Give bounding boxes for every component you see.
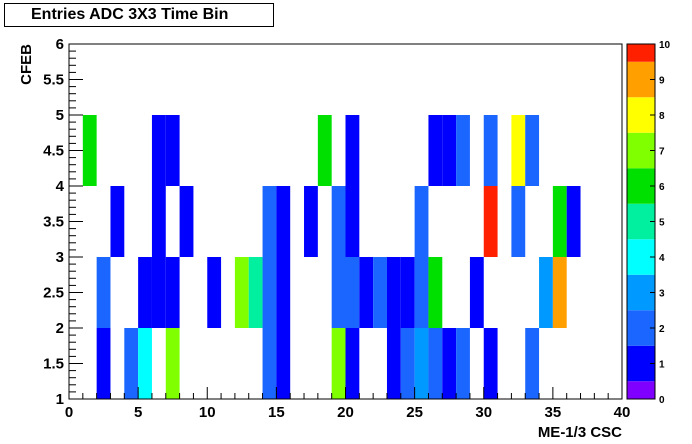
heatmap-cell	[428, 257, 443, 328]
heatmap-cell	[207, 257, 222, 328]
heatmap-cell	[262, 328, 277, 399]
heatmap-cell	[304, 186, 318, 257]
heatmap-cell	[138, 328, 152, 399]
colorbar-segment	[627, 44, 655, 62]
heatmap-cell	[442, 115, 457, 186]
x-tick-label: 25	[406, 404, 423, 421]
heatmap-cell	[276, 328, 291, 399]
heatmap-cell	[483, 328, 498, 399]
heatmap-cell	[276, 257, 291, 328]
heatmap-cell	[345, 257, 360, 328]
y-tick-label: 2	[56, 320, 64, 337]
heatmap-cell	[317, 115, 332, 186]
colorbar-tick-label: 3	[659, 289, 665, 300]
heatmap-cell	[414, 257, 429, 328]
y-tick-label: 1	[56, 391, 64, 408]
x-tick-label: 5	[134, 404, 142, 421]
colorbar-tick-label: 2	[659, 324, 665, 335]
heatmap-cell	[483, 115, 498, 186]
heatmap-cell	[151, 186, 166, 257]
heatmap-cell	[262, 257, 277, 328]
heatmap-cell	[511, 186, 526, 257]
heatmap-cell	[124, 328, 139, 399]
heatmap-cell	[179, 186, 194, 257]
heatmap-cell	[539, 257, 553, 328]
x-tick-label: 40	[614, 404, 631, 421]
colorbar-tick-label: 10	[659, 40, 671, 51]
heatmap-cell	[566, 186, 581, 257]
heatmap-cell	[331, 328, 346, 399]
heatmap-cell	[234, 257, 249, 328]
heatmap-cell	[552, 257, 567, 328]
heatmap-cell	[525, 328, 540, 399]
heatmap-cell	[96, 328, 111, 399]
colorbar-tick-label: 7	[659, 147, 665, 158]
y-tick-label: 4	[56, 178, 65, 195]
x-tick-label: 30	[475, 404, 492, 421]
heatmap-cell	[248, 257, 263, 328]
heatmap-cell	[525, 115, 540, 186]
colorbar-tick-label: 8	[659, 111, 665, 122]
heatmap-cell	[400, 328, 415, 399]
heatmap-cell	[483, 186, 498, 257]
chart-title: Entries ADC 3X3 Time Bin	[4, 3, 274, 27]
x-tick-label: 15	[268, 404, 285, 421]
heatmap-cell	[345, 328, 360, 399]
heatmap-cell	[373, 257, 387, 328]
colorbar-tick-label: 5	[659, 218, 665, 229]
heatmap-cell	[345, 115, 360, 186]
heatmap-cell	[386, 328, 401, 399]
heatmap-cell	[400, 257, 415, 328]
y-tick-label: 3.5	[43, 214, 64, 231]
heatmap-cell	[345, 186, 360, 257]
heatmap-cell	[165, 328, 180, 399]
x-tick-label: 10	[199, 404, 216, 421]
y-tick-label: 6	[56, 36, 64, 53]
x-tick-label: 35	[545, 404, 562, 421]
colorbar-segment	[627, 381, 655, 399]
y-tick-label: 2.5	[43, 285, 64, 302]
heatmap-cell	[469, 257, 484, 328]
heatmap-cell	[359, 257, 374, 328]
heatmap-cell	[82, 115, 97, 186]
heatmap-cell	[151, 115, 166, 186]
y-tick-label: 1.5	[43, 356, 64, 373]
colorbar-tick-label: 6	[659, 182, 665, 193]
heatmap-cell	[456, 115, 470, 186]
heatmap-cell	[456, 328, 470, 399]
heatmap-cell	[414, 186, 429, 257]
x-tick-label: 20	[337, 404, 354, 421]
y-tick-label: 3	[56, 249, 64, 266]
colorbar-tick-label: 1	[659, 360, 665, 371]
y-axis-title: CFEB	[18, 44, 35, 85]
heatmap-cell	[442, 328, 457, 399]
heatmap-cell	[428, 115, 443, 186]
colorbar-tick-label: 0	[659, 395, 665, 406]
x-tick-label: 0	[65, 404, 73, 421]
y-tick-label: 5.5	[43, 72, 64, 89]
heatmap-cell	[552, 186, 567, 257]
heatmap-cell	[110, 186, 125, 257]
heatmap-cell	[331, 257, 346, 328]
heatmap-cell	[165, 257, 180, 328]
heatmap-cell	[96, 257, 111, 328]
y-tick-label: 4.5	[43, 143, 64, 160]
heatmap-cell	[511, 115, 526, 186]
heatmap-cell	[414, 328, 429, 399]
heatmap-cell	[428, 328, 443, 399]
y-tick-label: 5	[56, 107, 64, 124]
heatmap-cell	[262, 186, 277, 257]
colorbar-tick-label: 4	[659, 253, 665, 264]
x-axis-title: ME-1/3 CSC	[538, 424, 622, 441]
heatmap-cell	[276, 186, 291, 257]
colorbar-tick-label: 9	[659, 76, 665, 87]
heatmap-cell	[151, 257, 166, 328]
heatmap-cell	[331, 186, 346, 257]
heatmap-cell	[138, 257, 152, 328]
heatmap-cell	[165, 115, 180, 186]
heatmap-cell	[386, 257, 401, 328]
